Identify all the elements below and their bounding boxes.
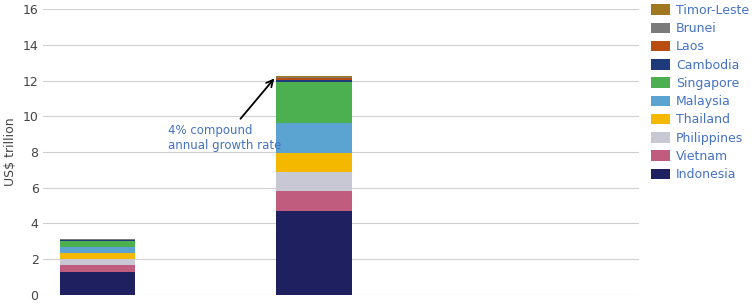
Y-axis label: US$ trillion: US$ trillion	[5, 118, 17, 186]
Bar	[276, 211, 352, 295]
Bar	[276, 77, 352, 78]
Bar	[59, 253, 136, 259]
Bar	[59, 241, 136, 247]
Bar	[276, 78, 352, 80]
Bar	[276, 82, 352, 123]
Bar	[276, 191, 352, 211]
Bar	[59, 247, 136, 253]
Bar	[59, 259, 136, 265]
Bar	[276, 80, 352, 82]
Text: 4% compound
annual growth rate: 4% compound annual growth rate	[168, 80, 282, 152]
Bar	[276, 76, 352, 77]
Bar	[276, 123, 352, 153]
Bar	[59, 272, 136, 295]
Bar	[59, 240, 136, 241]
Legend: Timor-Leste, Brunei, Laos, Cambodia, Singapore, Malaysia, Thailand, Philippines,: Timor-Leste, Brunei, Laos, Cambodia, Sin…	[651, 4, 749, 181]
Bar	[276, 153, 352, 172]
Bar	[276, 172, 352, 191]
Bar	[59, 265, 136, 272]
